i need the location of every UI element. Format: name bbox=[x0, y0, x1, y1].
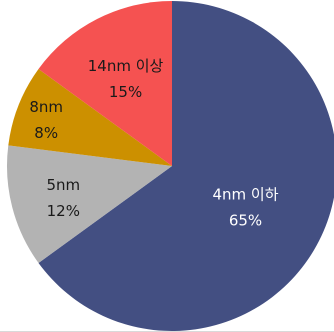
slice-percent-label: 65% bbox=[229, 211, 262, 229]
slice-label: 8nm 8% bbox=[29, 98, 63, 142]
slice-label: 4nm 이하 65% bbox=[212, 185, 278, 229]
slice-category-label: 5nm bbox=[46, 176, 80, 194]
slice-label: 14nm 이상 15% bbox=[88, 57, 164, 101]
pie-slice bbox=[38, 1, 173, 166]
pie-slice bbox=[38, 1, 334, 331]
pie-slice bbox=[7, 145, 173, 263]
slice-percent-label: 8% bbox=[34, 124, 58, 142]
slice-percent-label: 12% bbox=[47, 202, 80, 220]
slice-percent-label: 15% bbox=[109, 83, 142, 101]
slice-category-label: 8nm bbox=[29, 98, 63, 116]
slice-label: 5nm 12% bbox=[46, 176, 80, 220]
slice-category-label: 4nm 이하 bbox=[212, 185, 278, 203]
pie-slice bbox=[8, 69, 173, 166]
slice-category-label: 14nm 이상 bbox=[88, 57, 164, 75]
